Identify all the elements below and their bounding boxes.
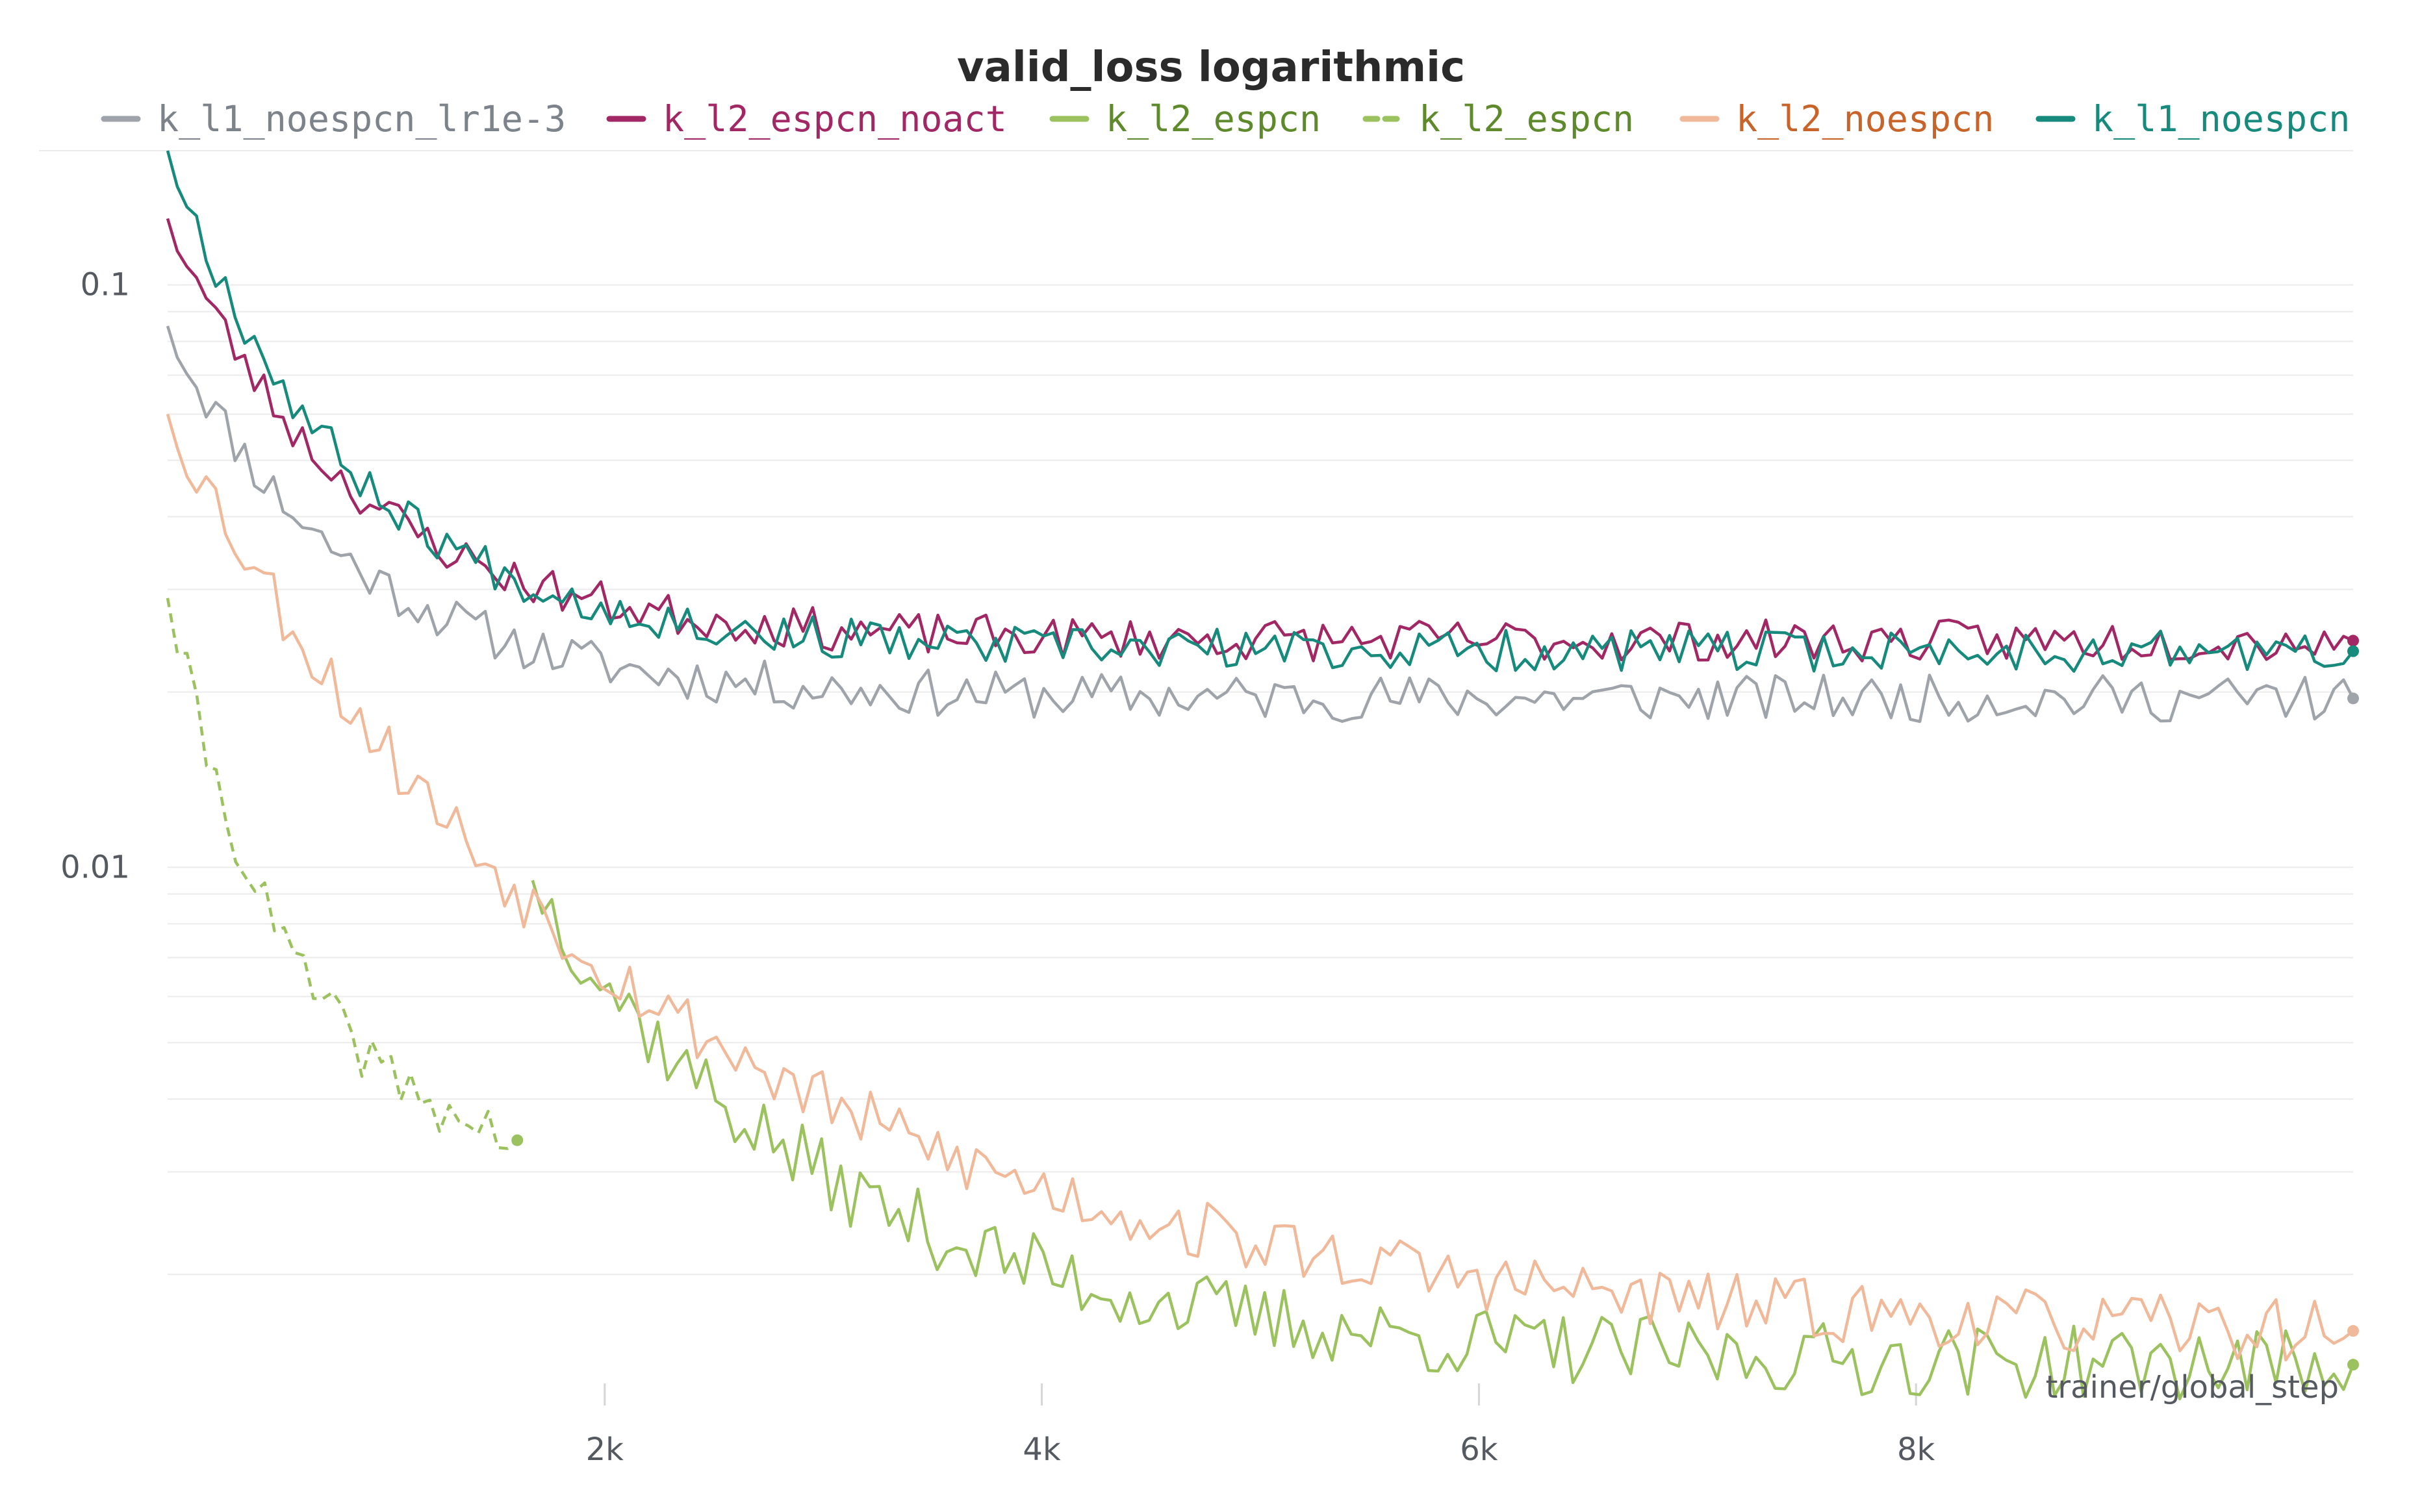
y-tick-label: 0.01 [60, 849, 130, 885]
series-end-point [2347, 1325, 2359, 1337]
plot-area [166, 150, 2359, 1401]
legend-label: k_l2_espcn [1419, 98, 1634, 140]
series-line-k_l2_espcn [531, 879, 2355, 1401]
x-tick-label: 2k [586, 1431, 624, 1468]
y-tick-label: 0.1 [81, 267, 130, 303]
legend-label: k_l2_espcn_noact [663, 98, 1007, 140]
series-end-point [2347, 692, 2359, 705]
series-line-k_l2_espcn_noact [166, 218, 2354, 662]
x-tick-label: 8k [1897, 1431, 1935, 1468]
chart-title: valid_loss logarithmic [957, 44, 1465, 92]
x-axis: 2k 4k 6k 8k [586, 1383, 1935, 1468]
series-line-k_l2_espcn [166, 598, 518, 1150]
legend-label: k_l1_noespcn_lr1e-3 [157, 98, 566, 140]
y-axis: 0.1 0.01 [60, 267, 130, 886]
x-axis-label: trainer/global_step [2046, 1369, 2339, 1405]
legend-label: k_l1_noespcn [2092, 98, 2350, 140]
series-line-k_l2_noespcn [166, 413, 2354, 1362]
grid [39, 150, 2353, 1276]
series-end-point [2347, 635, 2359, 647]
series-line-k_l1_noespcn [166, 150, 2354, 673]
legend-label: k_l2_noespcn [1736, 98, 1994, 140]
series-end-point [2347, 645, 2359, 657]
legend: k_l1_noespcn_lr1e-3 k_l2_espcn_noact k_l2_… [101, 98, 2350, 140]
series-end-point [511, 1134, 524, 1146]
x-tick-label: 4k [1023, 1431, 1061, 1468]
x-tick-label: 6k [1460, 1431, 1498, 1468]
legend-label: k_l2_espcn [1106, 98, 1321, 140]
series-line-k_l1_noespcn_lr1e-3 [166, 325, 2354, 724]
series-end-point [2347, 1359, 2359, 1371]
